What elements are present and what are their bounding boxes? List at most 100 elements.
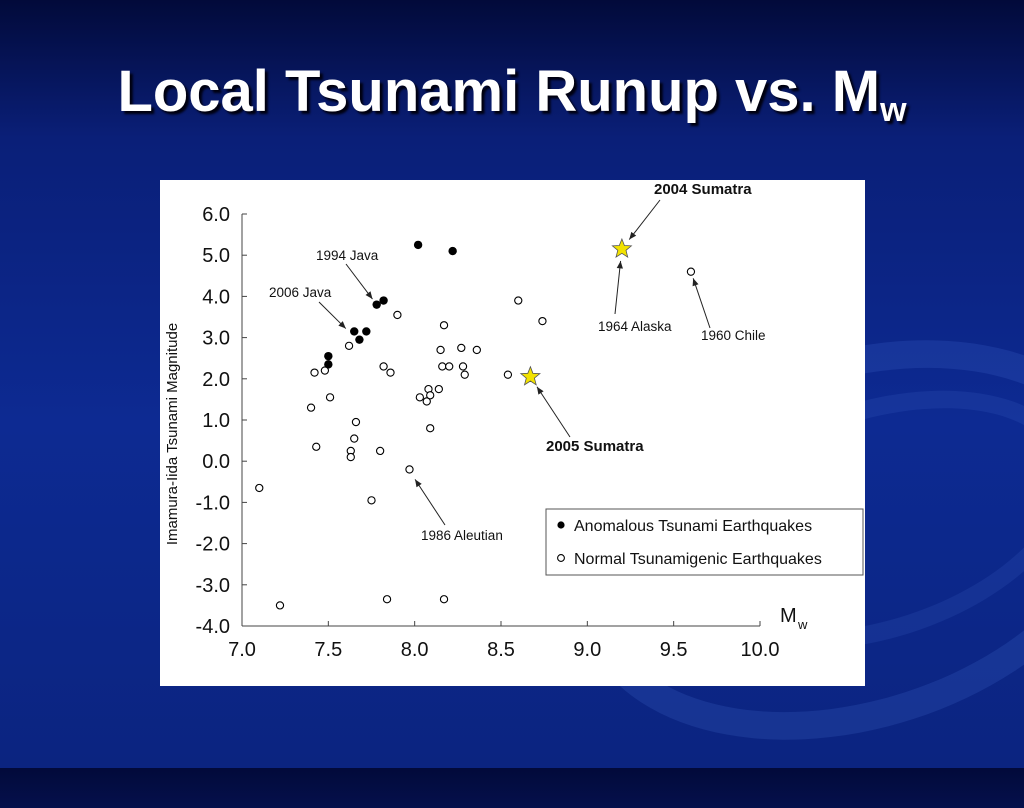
y-tick-label: 6.0 <box>202 204 230 226</box>
normal-point <box>426 424 435 433</box>
normal-point <box>503 370 513 379</box>
annotation-arrowhead <box>365 291 373 300</box>
y-tick-label: -3.0 <box>196 575 230 597</box>
normal-point <box>367 496 376 505</box>
y-tick-label: 0.0 <box>202 451 230 473</box>
annotation-arrowhead <box>415 479 422 488</box>
normal-point <box>255 483 264 493</box>
normal-point <box>514 296 523 305</box>
normal-point <box>386 368 395 377</box>
normal-point <box>346 452 355 462</box>
annotation-arrow <box>536 386 571 438</box>
y-tick-label: 4.0 <box>202 286 230 308</box>
annotation-label: 1964 Alaska <box>598 319 672 334</box>
x-tick-label: 7.0 <box>228 639 256 661</box>
normal-point <box>538 316 547 326</box>
anomalous-point <box>324 360 333 369</box>
annotation-arrows <box>318 199 711 526</box>
chart-axes <box>241 213 761 627</box>
slide-title: Local Tsunami Runup vs. Mw <box>0 58 1024 130</box>
normal-point <box>306 403 316 412</box>
annotation-label: 2004 Sumatra <box>654 181 752 198</box>
x-tick-label: 9.5 <box>660 639 688 661</box>
annotation-arrowhead <box>338 321 346 329</box>
normal-point <box>457 343 466 353</box>
normal-point <box>439 321 449 330</box>
normal-point <box>379 362 388 371</box>
normal-point <box>382 595 392 604</box>
legend: Anomalous Tsunami Earthquakes Normal Tsun… <box>545 508 864 576</box>
annotation-arrow <box>692 278 711 329</box>
anomalous-point <box>379 296 388 305</box>
normal-point <box>310 368 319 377</box>
slide-title-subscript: w <box>880 91 907 129</box>
slide-title-text: Local Tsunami Runup vs. M <box>117 59 881 124</box>
normal-point <box>472 345 481 355</box>
anomalous-point <box>355 335 364 344</box>
legend-anomalous-marker <box>557 521 565 529</box>
y-tick-label: 3.0 <box>202 328 230 350</box>
normal-point <box>415 393 424 402</box>
x-tick-label: 7.5 <box>314 639 342 661</box>
y-tick-label: 5.0 <box>202 245 230 267</box>
normal-point <box>426 391 435 400</box>
legend-anomalous-label: Anomalous Tsunami Earthquakes <box>574 518 812 535</box>
normal-point <box>325 393 335 402</box>
annotation-arrow <box>628 199 661 240</box>
anomalous-point <box>324 351 333 361</box>
normal-point <box>422 397 431 406</box>
normal-point <box>460 370 469 379</box>
normal-point <box>458 362 468 371</box>
legend-normal-marker <box>557 554 565 562</box>
normal-point <box>686 267 696 276</box>
x-axis-title-subscript: w <box>797 617 808 632</box>
x-tick-label: 10.0 <box>741 639 780 661</box>
anomalous-point <box>362 327 371 336</box>
sumatra-star-point <box>611 237 633 258</box>
y-tick-label: 1.0 <box>202 410 230 432</box>
y-tick-label: 2.0 <box>202 369 230 391</box>
normal-point <box>312 442 321 451</box>
annotation-labels: 2004 Sumatra 2005 Sumatra 1964 Alaska 1960 … <box>269 181 766 543</box>
y-tick-label: -1.0 <box>196 492 230 514</box>
y-tick-label: -2.0 <box>196 534 230 556</box>
normal-point <box>320 366 330 375</box>
y-axis-title: Imamura-Iida Tsunami Magnitude <box>164 323 181 545</box>
x-tick-label: 9.0 <box>573 639 601 661</box>
annotation-arrowhead <box>692 278 699 287</box>
anomalous-point <box>372 300 381 309</box>
x-axis-title: M <box>780 605 797 627</box>
x-tick-label: 8.5 <box>487 639 515 661</box>
annotation-arrowhead <box>629 231 637 240</box>
normal-point <box>350 434 359 443</box>
annotation-arrowhead <box>616 260 623 269</box>
normal-point <box>434 384 443 394</box>
anomalous-point <box>448 246 457 256</box>
annotation-label: 2005 Sumatra <box>546 438 644 455</box>
normal-point <box>439 595 449 604</box>
legend-box <box>545 508 864 576</box>
data-points <box>255 237 696 610</box>
normal-point <box>275 601 285 610</box>
normal-point <box>351 417 361 427</box>
annotation-arrowhead <box>536 386 544 395</box>
annotation-arrow <box>614 260 622 315</box>
sumatra-star-point <box>519 365 541 386</box>
annotation-label: 1994 Java <box>316 248 379 263</box>
normal-point <box>405 465 414 474</box>
x-tick-label: 8.0 <box>401 639 429 661</box>
annotation-label: 2006 Java <box>269 285 332 300</box>
normal-point <box>438 362 447 371</box>
normal-point <box>445 362 454 371</box>
annotation-label: 1960 Chile <box>701 328 766 343</box>
normal-point <box>436 345 445 355</box>
scatter-chart: 6.0 5.0 4.0 3.0 2.0 1.0 0.0 -1.0 -2.0 -3.0 -4.07.0… <box>164 181 864 661</box>
anomalous-point <box>350 327 359 336</box>
annotation-label: 1986 Aleutian <box>421 528 503 543</box>
normal-point <box>393 310 402 320</box>
y-tick-label: -4.0 <box>196 616 230 638</box>
tick-labels: 6.0 5.0 4.0 3.0 2.0 1.0 0.0 -1.0 -2.0 -3.0 -4.07.0… <box>164 204 808 661</box>
chart-panel: 6.0 5.0 4.0 3.0 2.0 1.0 0.0 -1.0 -2.0 -3.0 -4.0 7.0… <box>160 180 865 686</box>
annotation-arrow <box>414 479 446 526</box>
normal-point <box>375 446 385 456</box>
